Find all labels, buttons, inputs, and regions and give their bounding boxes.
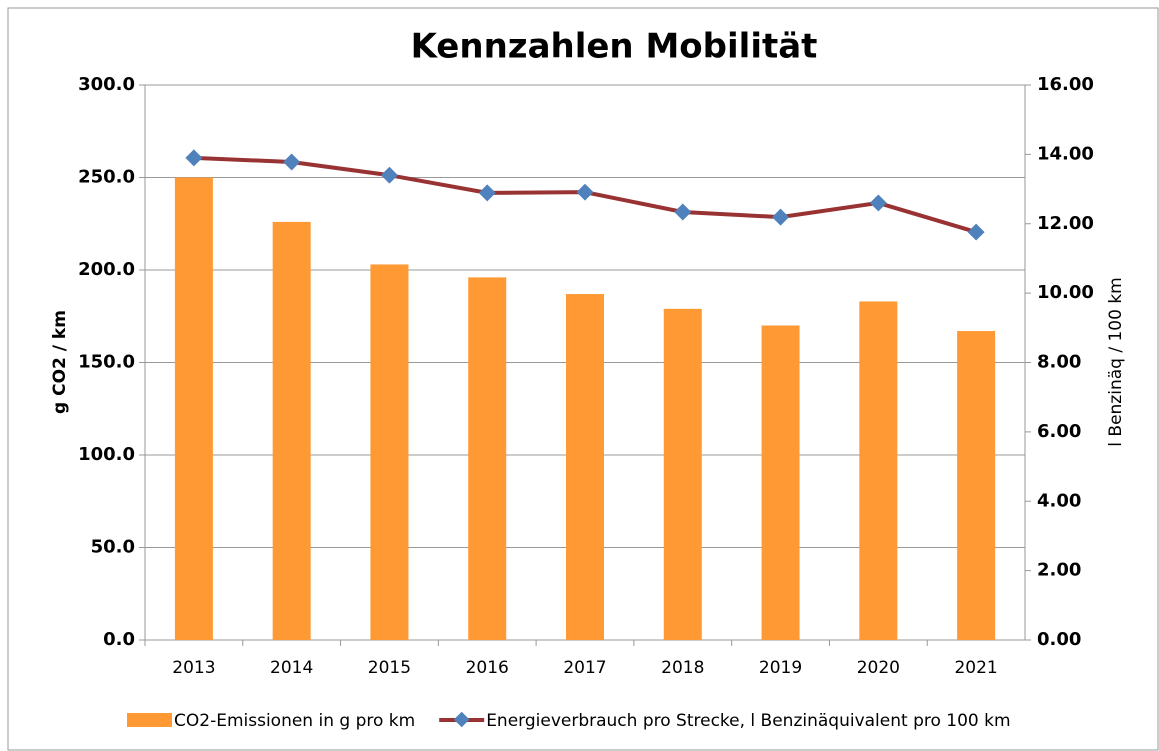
- marker: [576, 183, 594, 201]
- marker: [283, 153, 301, 171]
- y2-tick-label: 0.00: [1037, 629, 1081, 650]
- y2-tick-label: 14.00: [1037, 143, 1094, 164]
- y2-tick-label: 12.00: [1037, 213, 1094, 234]
- bar: [468, 277, 507, 640]
- marker: [380, 166, 398, 184]
- y2-tick-label: 2.00: [1037, 560, 1081, 581]
- x-tick-label: 2019: [759, 658, 802, 678]
- marker: [869, 194, 887, 212]
- x-tick-label: 2021: [954, 658, 997, 678]
- y-tick-label: 250.0: [78, 167, 135, 188]
- x-tick-label: 2018: [661, 658, 704, 678]
- x-tick-label: 2016: [466, 658, 509, 678]
- y-tick-label: 300.0: [78, 74, 135, 95]
- bar: [957, 331, 996, 640]
- x-tick-label: 2017: [563, 658, 606, 678]
- marker: [674, 203, 692, 221]
- x-tick-label: 2020: [857, 658, 900, 678]
- marker: [772, 208, 790, 226]
- marker: [185, 149, 203, 167]
- legend-label: CO2-Emissionen in g pro km: [174, 711, 415, 731]
- bar: [761, 325, 800, 640]
- y-tick-label: 100.0: [78, 444, 135, 465]
- y2-axis-label: l Benzinäq / 100 km: [1106, 277, 1126, 446]
- marker: [967, 223, 985, 241]
- legend-label: Energieverbrauch pro Strecke, l Benzinäq…: [486, 711, 1010, 731]
- bar: [370, 264, 409, 640]
- y2-tick-label: 10.00: [1037, 282, 1094, 303]
- y-tick-label: 50.0: [91, 537, 135, 558]
- y-axis-label: g CO2 / km: [50, 310, 70, 414]
- chart-title: Kennzahlen Mobilität: [411, 27, 818, 67]
- y2-tick-label: 16.00: [1037, 74, 1094, 95]
- bar: [859, 301, 898, 640]
- y-tick-label: 150.0: [78, 352, 135, 373]
- y2-tick-label: 4.00: [1037, 490, 1081, 511]
- x-tick-label: 2015: [368, 658, 411, 678]
- bar: [272, 221, 311, 640]
- y-tick-label: 200.0: [78, 259, 135, 280]
- y2-tick-label: 6.00: [1037, 421, 1081, 442]
- legend-swatch: [127, 713, 172, 727]
- marker: [478, 184, 496, 202]
- x-tick-label: 2013: [172, 658, 215, 678]
- y2-tick-label: 8.00: [1037, 352, 1081, 373]
- bar: [174, 177, 213, 640]
- x-tick-label: 2014: [270, 658, 313, 678]
- y-tick-label: 0.0: [103, 629, 135, 650]
- bar: [566, 294, 604, 640]
- bar: [663, 308, 702, 640]
